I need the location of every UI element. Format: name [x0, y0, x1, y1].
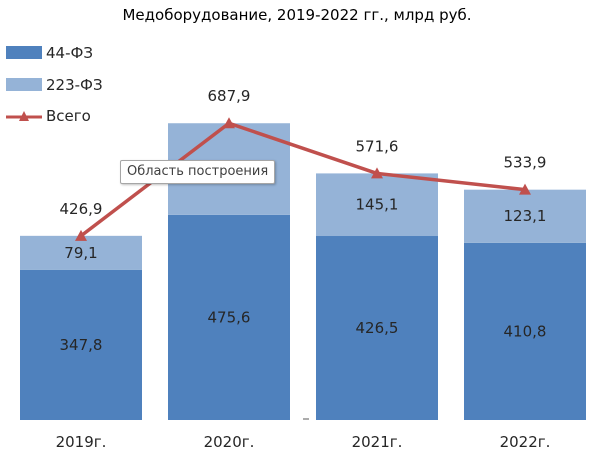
- bar-44fz-2: [316, 236, 438, 420]
- bar-44fz-3: [464, 242, 586, 420]
- data-label-total-0: 426,9: [60, 200, 103, 218]
- data-label-223fz-0: 79,1: [64, 244, 97, 262]
- point-total-2: [371, 167, 383, 179]
- bar-44fz-1: [168, 214, 290, 420]
- legend-swatch-223fz: [6, 78, 42, 91]
- plot-area-tooltip: Область построения: [120, 160, 276, 184]
- legend-item-223fz: 223-ФЗ: [6, 76, 103, 94]
- bar-223fz-0: [20, 235, 142, 270]
- plot-area[interactable]: 347,879,12019г.475,6212,32020г.426,5145,…: [20, 87, 586, 451]
- data-label-44fz-2: 426,5: [356, 319, 399, 337]
- data-label-44fz-3: 410,8: [504, 322, 547, 340]
- bar-223fz-2: [316, 173, 438, 237]
- bar-223fz-3: [464, 189, 586, 243]
- point-total-1: [223, 117, 235, 129]
- data-label-44fz-0: 347,8: [60, 336, 103, 354]
- point-total-3: [519, 183, 531, 195]
- x-tick-label-1: 2020г.: [204, 433, 255, 451]
- bar-44fz-0: [20, 269, 142, 420]
- data-label-223fz-2: 145,1: [356, 196, 399, 214]
- x-tick-label-3: 2022г.: [500, 433, 551, 451]
- data-label-total-2: 571,6: [356, 137, 399, 155]
- legend: 44-ФЗ 223-ФЗ Всего: [6, 44, 103, 125]
- data-label-total-3: 533,9: [504, 154, 547, 172]
- x-tick-label-0: 2019г.: [56, 433, 107, 451]
- legend-label-44fz: 44-ФЗ: [46, 44, 93, 62]
- legend-item-total: Всего: [6, 107, 91, 125]
- legend-swatch-44fz: [6, 46, 42, 59]
- data-label-223fz-3: 123,1: [504, 207, 547, 225]
- point-total-0: [75, 229, 87, 241]
- x-tick-label-2: 2021г.: [352, 433, 403, 451]
- chart-title: Медоборудование, 2019-2022 гг., млрд руб…: [122, 6, 471, 24]
- legend-marker-total: [19, 111, 29, 121]
- legend-item-44fz: 44-ФЗ: [6, 44, 93, 62]
- legend-label-223fz: 223-ФЗ: [46, 76, 103, 94]
- data-label-total-1: 687,9: [208, 87, 251, 105]
- legend-label-total: Всего: [46, 107, 91, 125]
- data-label-44fz-1: 475,6: [208, 308, 251, 326]
